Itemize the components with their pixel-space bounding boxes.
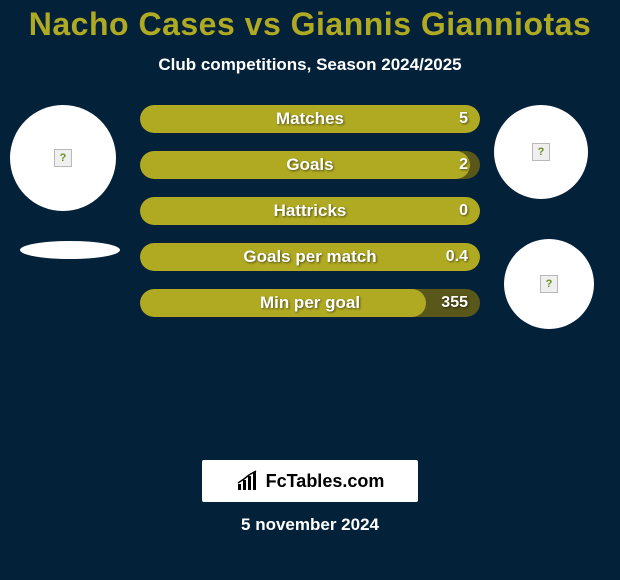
chart-icon [236, 470, 260, 492]
stat-bar-label: Hattricks [274, 201, 347, 221]
player-right-avatar [494, 105, 588, 199]
stat-bar: Matches 5 [140, 105, 480, 133]
broken-image-icon [532, 143, 550, 161]
stat-bar-label: Goals per match [243, 247, 376, 267]
broken-image-icon [54, 149, 72, 167]
stat-bar-value: 0.4 [446, 248, 468, 266]
stat-bar-value: 5 [459, 110, 468, 128]
player-left-avatar [10, 105, 116, 211]
stat-bar-label: Goals [286, 155, 333, 175]
player-right-avatar-2 [504, 239, 594, 329]
stat-bar-value: 355 [441, 294, 468, 312]
broken-image-icon [540, 275, 558, 293]
stat-bars: Matches 5 Goals 2 Hattricks 0 Goals per match 0… [140, 105, 480, 335]
stat-bar: Min per goal 355 [140, 289, 480, 317]
stat-bar: Hattricks 0 [140, 197, 480, 225]
logo-text: FcTables.com [266, 471, 385, 492]
stat-bar: Goals 2 [140, 151, 480, 179]
stat-bar-label: Matches [276, 109, 344, 129]
stat-bar-value: 2 [459, 156, 468, 174]
stat-bar-value: 0 [459, 202, 468, 220]
stat-bar: Goals per match 0.4 [140, 243, 480, 271]
page-title: Nacho Cases vs Giannis Gianniotas [0, 0, 620, 43]
fctables-logo: FcTables.com [202, 460, 418, 502]
subtitle: Club competitions, Season 2024/2025 [0, 55, 620, 75]
stat-bar-label: Min per goal [260, 293, 360, 313]
player-left-shadow [20, 241, 120, 259]
footer-date: 5 november 2024 [241, 515, 379, 535]
